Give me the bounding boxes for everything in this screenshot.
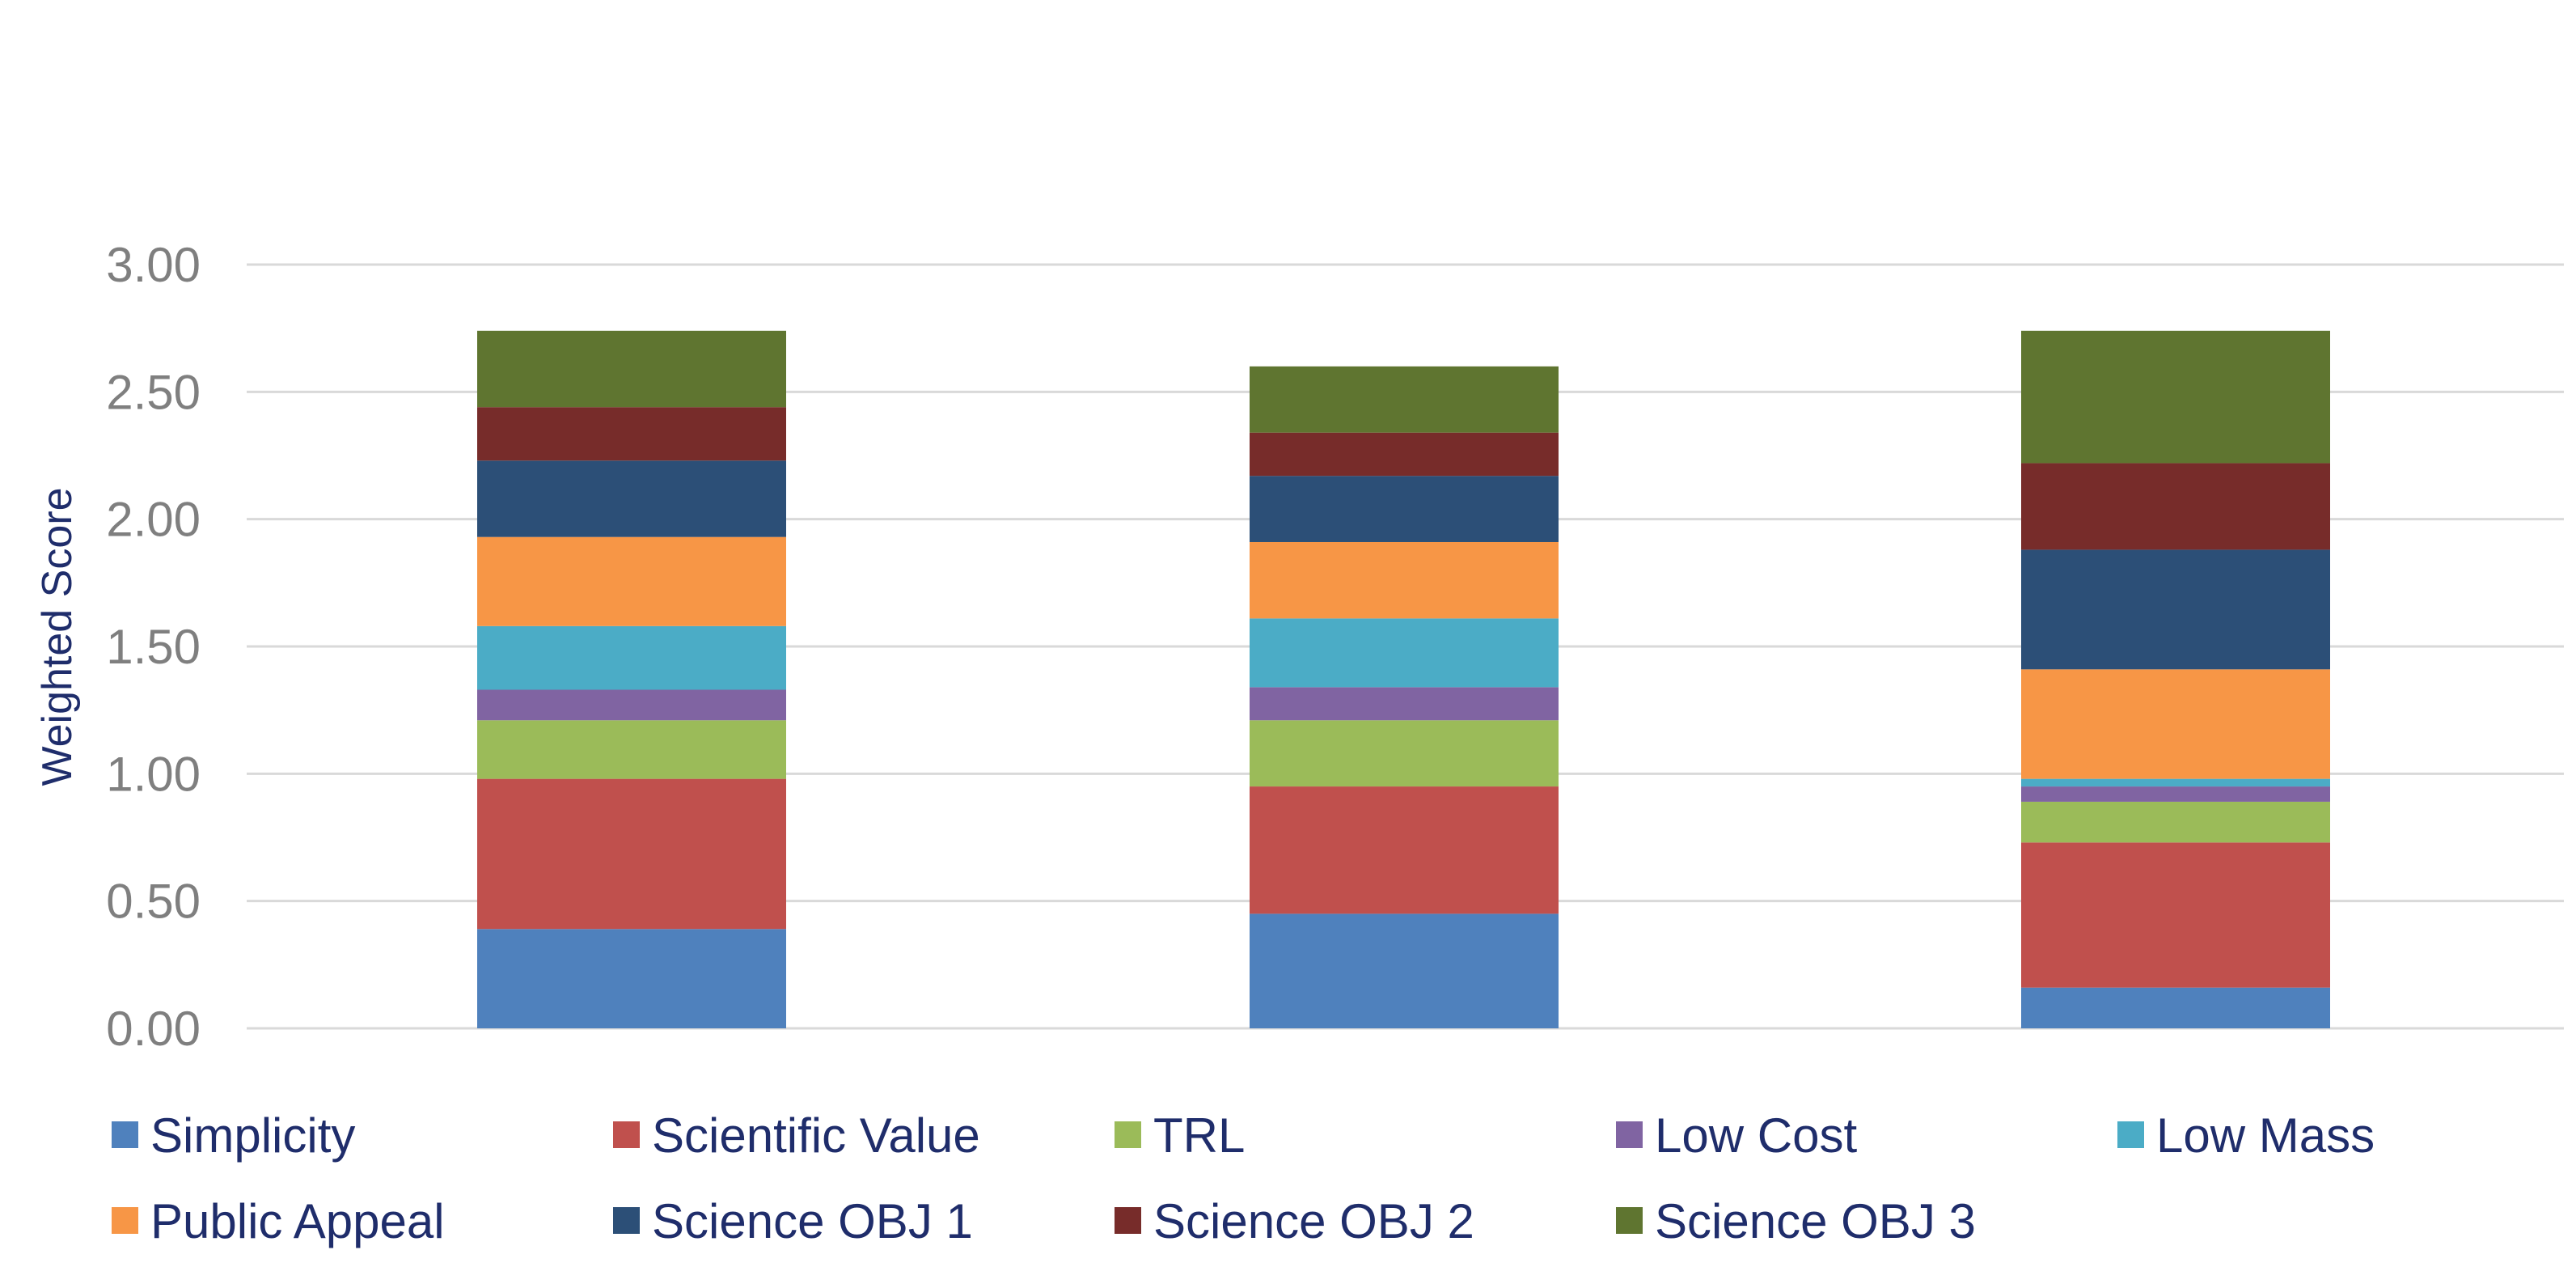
bar-segment-trl <box>1250 720 1559 787</box>
y-tick-label: 3.00 <box>106 238 201 292</box>
bar-segment-science-obj-1 <box>2021 549 2330 670</box>
legend-item-science-obj-1: Science OBJ 1 <box>613 1194 973 1248</box>
bar-segment-simplicity <box>1250 913 1559 1028</box>
legend-swatch <box>613 1121 640 1148</box>
bar-stack-2 <box>1250 366 1559 1028</box>
bar-segment-low-mass <box>477 625 786 690</box>
bar-segment-public-appeal <box>477 536 786 626</box>
bar-segment-low-mass <box>2021 778 2330 787</box>
bar-segment-scientific-value <box>2021 842 2330 988</box>
bar-segment-scientific-value <box>477 778 786 930</box>
legend-label: Science OBJ 3 <box>1655 1194 1976 1248</box>
bar-stack-3 <box>2021 330 2330 1028</box>
legend-item-simplicity: Simplicity <box>112 1108 355 1163</box>
legend-label: Scientific Value <box>652 1108 980 1163</box>
bar-segment-public-appeal <box>2021 669 2330 779</box>
y-axis-ticks: 0.00 0.50 1.00 1.50 2.00 2.50 3.00 <box>106 238 201 1056</box>
bar-segment-low-cost <box>2021 786 2330 802</box>
legend-swatch <box>112 1207 138 1234</box>
bar-segment-science-obj-3 <box>477 330 786 408</box>
bar-segment-low-cost <box>1250 687 1559 721</box>
legend-swatch <box>112 1121 138 1148</box>
legend-swatch <box>1115 1121 1141 1148</box>
legend-label: Science OBJ 1 <box>652 1194 973 1248</box>
legend-item-scientific-value: Scientific Value <box>613 1108 980 1163</box>
legend-label: Low Mass <box>2156 1108 2375 1163</box>
bar-segment-low-mass <box>1250 618 1559 688</box>
legend-item-science-obj-3: Science OBJ 3 <box>1616 1194 1976 1248</box>
legend-label: Low Cost <box>1655 1108 1857 1163</box>
legend-swatch <box>1616 1121 1643 1148</box>
bar-segment-science-obj-3 <box>2021 330 2330 464</box>
legend-swatch <box>613 1207 640 1234</box>
bar-segment-science-obj-1 <box>1250 476 1559 542</box>
y-tick-label: 2.00 <box>106 493 201 547</box>
bar-stack-1 <box>477 330 786 1028</box>
bar-segment-science-obj-2 <box>2021 463 2330 550</box>
bar-segment-simplicity <box>2021 987 2330 1028</box>
bar-segment-trl <box>2021 801 2330 843</box>
y-axis-title: Weighted Score <box>34 487 81 786</box>
bar-segment-simplicity <box>477 929 786 1028</box>
legend-item-low-mass: Low Mass <box>2117 1108 2375 1163</box>
y-tick-label: 0.00 <box>106 1002 201 1056</box>
bar-segment-science-obj-1 <box>477 460 786 537</box>
bar-segment-science-obj-3 <box>1250 366 1559 433</box>
bar-segment-low-cost <box>477 689 786 721</box>
legend-item-trl: TRL <box>1115 1108 1245 1163</box>
legend-item-science-obj-2: Science OBJ 2 <box>1115 1194 1474 1248</box>
legend-item-public-appeal: Public Appeal <box>112 1194 445 1248</box>
y-tick-label: 2.50 <box>106 365 201 419</box>
bar-segment-science-obj-2 <box>1250 432 1559 477</box>
legend-label: Science OBJ 2 <box>1153 1194 1474 1248</box>
legend-swatch <box>1115 1207 1141 1234</box>
bar-segment-public-appeal <box>1250 541 1559 619</box>
legend-label: Public Appeal <box>150 1194 445 1248</box>
legend-swatch <box>2117 1121 2144 1148</box>
y-tick-label: 0.50 <box>106 875 201 929</box>
bar-segment-trl <box>477 720 786 779</box>
bar-segment-scientific-value <box>1250 786 1559 914</box>
y-tick-label: 1.50 <box>106 620 201 674</box>
legend-swatch <box>1616 1207 1643 1234</box>
bar-segment-science-obj-2 <box>477 407 786 461</box>
y-tick-label: 1.00 <box>106 747 201 801</box>
bars <box>477 330 2330 1028</box>
legend-item-low-cost: Low Cost <box>1616 1108 1857 1163</box>
legend-label: TRL <box>1153 1108 1245 1163</box>
legend: Simplicity Scientific Value TRL Low Cost Low… <box>112 1108 2375 1248</box>
legend-label: Simplicity <box>150 1108 355 1163</box>
